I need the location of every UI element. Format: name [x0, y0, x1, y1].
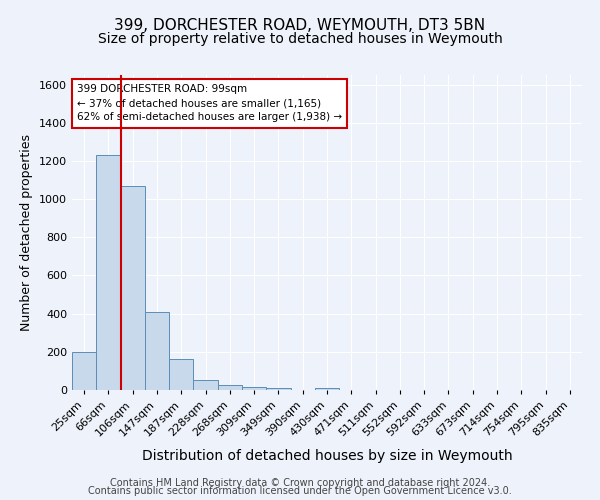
Y-axis label: Number of detached properties: Number of detached properties: [20, 134, 34, 331]
Text: Contains public sector information licensed under the Open Government Licence v3: Contains public sector information licen…: [88, 486, 512, 496]
Bar: [193, 380, 218, 390]
Text: Contains HM Land Registry data © Crown copyright and database right 2024.: Contains HM Land Registry data © Crown c…: [110, 478, 490, 488]
Bar: [72, 352, 96, 390]
Bar: [169, 358, 193, 390]
X-axis label: Distribution of detached houses by size in Weymouth: Distribution of detached houses by size …: [142, 449, 512, 463]
Bar: [315, 388, 339, 390]
Bar: [242, 388, 266, 390]
Text: 399, DORCHESTER ROAD, WEYMOUTH, DT3 5BN: 399, DORCHESTER ROAD, WEYMOUTH, DT3 5BN: [115, 18, 485, 32]
Bar: [145, 312, 169, 390]
Bar: [266, 388, 290, 390]
Text: Size of property relative to detached houses in Weymouth: Size of property relative to detached ho…: [98, 32, 502, 46]
Bar: [121, 186, 145, 390]
Text: 399 DORCHESTER ROAD: 99sqm
← 37% of detached houses are smaller (1,165)
62% of s: 399 DORCHESTER ROAD: 99sqm ← 37% of deta…: [77, 84, 342, 122]
Bar: [218, 385, 242, 390]
Bar: [96, 155, 121, 390]
